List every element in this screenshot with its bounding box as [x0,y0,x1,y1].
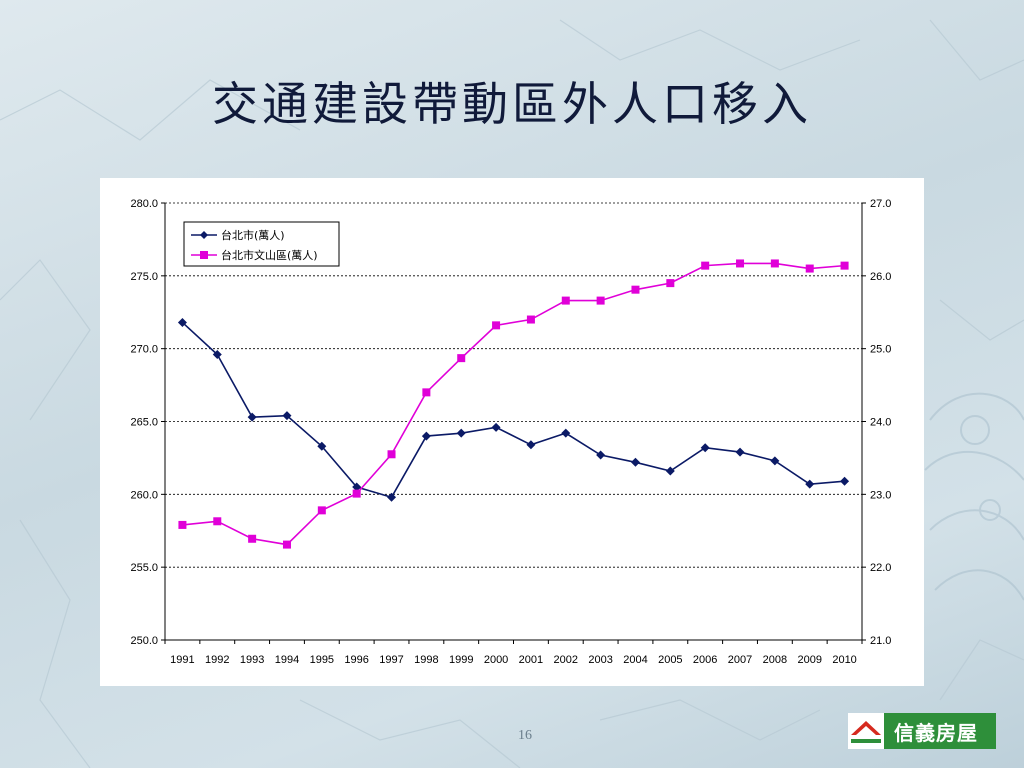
x-tick-label: 1995 [310,654,334,666]
data-point-taipei [282,411,292,421]
sinyi-roof-logo-icon [848,713,884,749]
y-right-tick-label: 26.0 [870,271,891,283]
data-point-taipei [247,412,257,422]
series-line-wenshan [182,262,845,546]
data-point-wenshan [770,259,779,268]
data-point-taipei [735,447,745,457]
y-left-tick-label: 250.0 [130,635,158,647]
x-tick-label: 2002 [554,654,578,666]
series-line-taipei [181,321,845,499]
x-tick-label: 1994 [275,654,299,666]
x-tick-label: 1992 [205,654,229,666]
chart-legend: 台北市(萬人) 台北市文山區(萬人) [183,221,340,267]
data-point-taipei [526,440,536,450]
legend-marker-square [200,251,208,259]
data-point-taipei [596,450,606,460]
data-point-taipei [630,457,640,467]
y-left-tick-label: 280.0 [130,198,158,210]
axes: 250.0 255.0 260.0 265.0 270.0 275.0 280.0 21.0 2… [130,198,891,666]
x-tick-label: 2005 [658,654,682,666]
data-point-wenshan [282,540,291,549]
y-right-tick-label: 27.0 [870,198,891,210]
data-point-wenshan [840,261,849,270]
y-right-tick-label: 24.0 [870,417,891,429]
data-point-wenshan [422,388,431,397]
data-point-wenshan [701,261,710,270]
logo-text: 信義房屋 [894,720,978,745]
x-tick-label: 2004 [623,654,647,666]
data-point-taipei [456,428,466,438]
x-tick-label: 1991 [170,654,194,666]
data-point-taipei [421,431,431,441]
data-point-taipei [317,441,327,451]
legend-marker-diamond [200,231,208,239]
data-point-taipei [770,456,780,466]
series-layer [177,259,850,549]
y-right-tick-label: 25.0 [870,344,891,356]
company-logo: 信義房屋 [848,713,996,749]
data-point-taipei [840,476,850,486]
data-point-taipei [177,317,187,327]
x-tick-label: 1996 [344,654,368,666]
x-tick-label: 2007 [728,654,752,666]
data-point-wenshan [805,264,814,273]
data-point-wenshan [457,354,466,363]
data-point-wenshan [213,517,222,526]
x-tick-label: 2010 [832,654,856,666]
data-point-taipei [352,482,362,492]
x-tick-label: 1997 [379,654,403,666]
data-point-wenshan [736,259,745,268]
data-point-wenshan [248,534,257,543]
page-number: 16 [518,728,532,743]
legend-label-taipei: 台北市(萬人) [221,228,285,242]
data-point-taipei [212,349,222,359]
data-point-wenshan [526,315,535,324]
data-point-wenshan [178,520,187,529]
x-tick-label: 2008 [763,654,787,666]
y-left-tick-label: 260.0 [130,489,158,501]
x-tick-label: 2000 [484,654,508,666]
data-point-wenshan [352,489,361,498]
y-left-tick-label: 270.0 [130,344,158,356]
data-point-wenshan [317,506,326,515]
x-tick-label: 1999 [449,654,473,666]
y-right-tick-label: 22.0 [870,562,891,574]
x-tick-label: 2009 [797,654,821,666]
legend-box [183,221,340,267]
data-point-wenshan [561,296,570,305]
y-right-tick-label: 23.0 [870,489,891,501]
data-point-wenshan [492,321,501,330]
data-point-taipei [491,422,501,432]
y-right-tick-label: 21.0 [870,635,891,647]
data-point-taipei [387,492,397,502]
data-point-taipei [700,443,710,453]
data-point-wenshan [596,296,605,305]
data-point-taipei [805,479,815,489]
slide-title: 交通建設帶動區外人口移入 [212,77,812,131]
data-point-taipei [665,466,675,476]
y-left-tick-label: 275.0 [130,271,158,283]
x-tick-label: 2003 [588,654,612,666]
legend-label-wenshan: 台北市文山區(萬人) [221,248,318,262]
population-line-chart: 250.0 255.0 260.0 265.0 270.0 275.0 280.0 21.0 2… [130,198,891,666]
x-tick-label: 1993 [240,654,264,666]
chart-panel: 250.0 255.0 260.0 265.0 270.0 275.0 280.0 21.0 2… [100,178,924,686]
y-left-tick-label: 265.0 [130,417,158,429]
x-tick-label: 2006 [693,654,717,666]
data-point-wenshan [387,450,396,459]
data-point-taipei [561,428,571,438]
x-tick-label: 1998 [414,654,438,666]
grid-lines [165,202,862,568]
x-tick-label: 2001 [519,654,543,666]
y-left-tick-label: 255.0 [130,562,158,574]
data-point-wenshan [631,285,640,294]
data-point-wenshan [666,279,675,288]
